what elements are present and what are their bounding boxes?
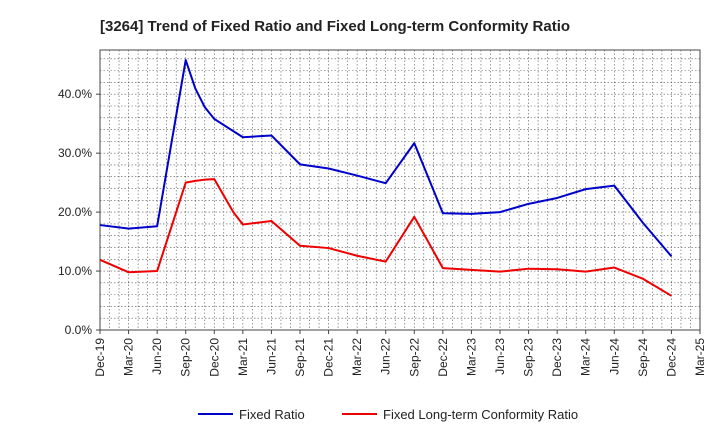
x-tick-label: Dec-19	[93, 338, 107, 377]
y-tick-label: 30.0%	[58, 146, 92, 160]
series-line-1	[99, 59, 673, 257]
series-layer	[99, 59, 673, 297]
x-tick-label: Jun-23	[493, 338, 507, 375]
series-line-2	[99, 178, 672, 297]
chart-title: [3264] Trend of Fixed Ratio and Fixed Lo…	[100, 18, 570, 35]
plot-border	[99, 49, 701, 331]
y-tick-label: 20.0%	[58, 205, 92, 219]
x-tick-label: Dec-22	[436, 338, 450, 377]
x-tick-label: Mar-23	[464, 338, 478, 376]
x-tick-label: Dec-20	[207, 338, 221, 377]
plot-area	[100, 50, 700, 330]
legend-label-1: Fixed Ratio	[239, 407, 305, 422]
y-tick-label: 40.0%	[58, 87, 92, 101]
x-tick-label: Mar-25	[693, 338, 707, 376]
axis-layer: 0.0% 10.0% 20.0% 30.0% 40.0% Dec-19 Mar-20 Jun-…	[58, 49, 707, 377]
x-tick-label: Mar-24	[579, 338, 593, 376]
x-tick-label: Mar-20	[122, 338, 136, 376]
x-tick-label: Jun-22	[379, 338, 393, 375]
x-tick-label: Mar-22	[350, 338, 364, 376]
x-tick-label: Sep-23	[522, 338, 536, 377]
x-tick-label: Jun-21	[264, 338, 278, 375]
x-tick-label: Sep-24	[636, 338, 650, 377]
x-tick-label: Jun-24	[607, 338, 621, 375]
legend-label-2: Fixed Long-term Conformity Ratio	[383, 407, 578, 422]
x-tick-label: Sep-21	[293, 338, 307, 377]
x-tick-label: Jun-20	[150, 338, 164, 375]
x-tick-label: Dec-21	[322, 338, 336, 377]
y-tick-label: 0.0%	[65, 323, 93, 337]
x-tick-label: Sep-20	[179, 338, 193, 377]
x-tick-label: Dec-23	[550, 338, 564, 377]
grid-layer	[99, 50, 701, 331]
x-tick-label: Mar-21	[236, 338, 250, 376]
y-tick-label: 10.0%	[58, 264, 92, 278]
x-tick-label: Sep-22	[407, 338, 421, 377]
x-tick-label: Dec-24	[664, 338, 678, 377]
legend: Fixed Ratio Fixed Long-term Conformity Ra…	[198, 407, 578, 422]
